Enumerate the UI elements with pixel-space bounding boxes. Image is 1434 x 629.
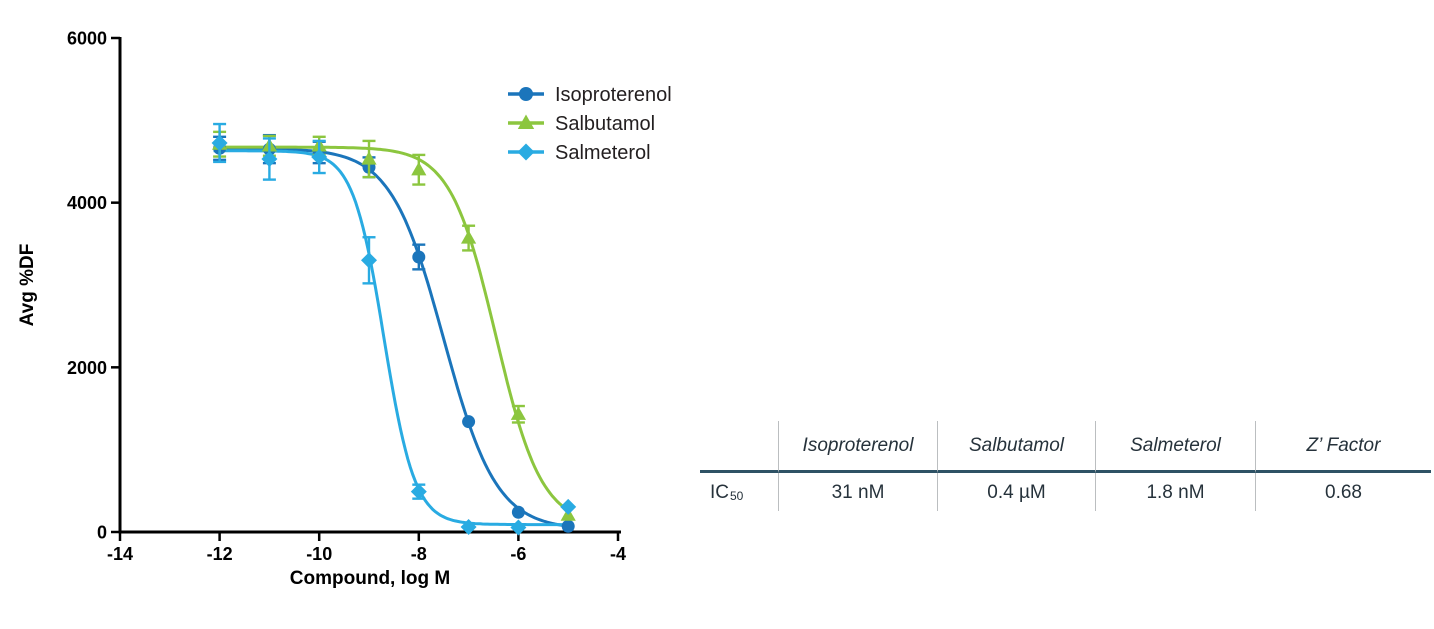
data-point-circle xyxy=(511,505,525,519)
data-point-diamond xyxy=(560,498,577,515)
data-point-diamond xyxy=(460,519,477,536)
data-point-triangle xyxy=(510,406,526,420)
x-axis-tick-label: -8 xyxy=(411,544,427,564)
y-axis-tick-label: 6000 xyxy=(67,29,107,49)
data-point-circle xyxy=(462,415,476,429)
data-point-diamond xyxy=(361,252,377,269)
data-point-circle xyxy=(561,519,575,533)
data-point-triangle xyxy=(411,161,427,176)
legend-label: Salbutamol xyxy=(555,113,655,135)
y-axis-title: Avg %DF xyxy=(17,244,38,327)
table-header-salmeterol: Salmeterol xyxy=(1095,421,1255,473)
x-axis-title: Compound, log M xyxy=(290,568,450,589)
data-point-diamond xyxy=(261,151,278,168)
legend-marker-circle xyxy=(519,87,533,101)
x-axis-tick-label: -6 xyxy=(510,544,526,564)
curve-salmeterol xyxy=(213,149,568,527)
dose-response-chart: 0 2000 4000 6000 -14 -12 -10 -8 -6 -4 Compound, lo… xyxy=(17,29,672,590)
legend-label: Salmeterol xyxy=(555,142,651,164)
data-point-circle xyxy=(412,250,426,264)
legend-label: Isoproterenol xyxy=(555,84,672,106)
x-axis-tick-label: -4 xyxy=(610,544,626,564)
data-point-diamond xyxy=(211,134,228,151)
x-axis-tick-label: -12 xyxy=(207,544,233,564)
data-point-diamond xyxy=(311,148,328,165)
ic50-text: IC xyxy=(710,481,729,503)
y-axis-tick-label: 4000 xyxy=(67,193,107,213)
table-row-label-ic50: IC 50 xyxy=(710,481,744,503)
table-value-isoproterenol: 31 nM xyxy=(778,473,937,511)
table-value-salbutamol: 0.4 µM xyxy=(937,473,1095,511)
data-point-triangle xyxy=(461,230,477,244)
x-axis-tick-label: -10 xyxy=(306,544,332,564)
table-header-z-factor: Z’ Factor xyxy=(1255,421,1431,473)
table-header-salbutamol: Salbutamol xyxy=(937,421,1095,473)
legend-marker-diamond xyxy=(517,143,535,161)
table-value-z-factor: 0.68 xyxy=(1255,473,1431,511)
table-corner-cell xyxy=(700,421,778,473)
data-point-diamond xyxy=(410,483,427,500)
data-point-triangle xyxy=(361,151,377,165)
y-axis-tick-label: 2000 xyxy=(67,358,107,378)
table-header-isoproterenol: Isoproterenol xyxy=(778,421,937,473)
ic50-table: Isoproterenol Salbutamol Salmeterol Z’ F… xyxy=(700,421,1431,511)
curve-isoproterenol xyxy=(213,146,568,528)
legend-marker-triangle xyxy=(517,114,535,129)
curve-salbutamol xyxy=(213,145,569,511)
table-value-salmeterol: 1.8 nM xyxy=(1095,473,1255,511)
y-axis-tick-label: 0 xyxy=(97,523,107,543)
x-axis-tick-label: -14 xyxy=(107,544,133,564)
data-point-diamond xyxy=(510,519,527,536)
